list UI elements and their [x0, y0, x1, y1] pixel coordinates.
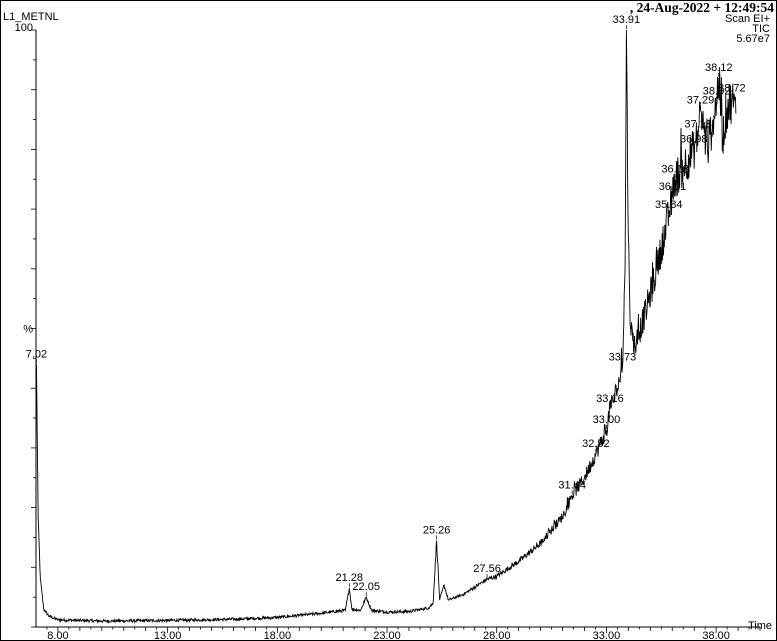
y-tick-label-100: 100: [15, 22, 33, 34]
peak-label: 36.01: [659, 181, 687, 193]
peak-label: 38.12: [705, 62, 733, 74]
peak-label: 36.98: [680, 133, 708, 145]
peak-label: 38.72: [718, 83, 746, 95]
scan-mode: Scan EI+: [725, 13, 770, 25]
peak-label: 25.26: [423, 524, 451, 536]
peak-label: 33.00: [593, 414, 621, 426]
acquisition-datetime: , 24-Aug-2022 + 12:49:54: [630, 0, 774, 15]
x-tick-label: 38.00: [702, 630, 730, 641]
peak-label: 38.02: [703, 86, 731, 98]
peak-label: 21.28: [336, 572, 364, 584]
peak-label: 35.84: [655, 199, 683, 211]
peak-label: 33.73: [609, 351, 637, 363]
tic-label: TIC: [752, 23, 770, 35]
peak-label: 37.18: [684, 118, 712, 130]
peak-label: 22.05: [352, 581, 380, 593]
axes: 100% 8.00 13.00 18.00 23.00 28.00 33.00 38.00 Ti…: [15, 22, 772, 641]
peak-label: 32.52: [582, 438, 610, 450]
peak-label: 27.56: [473, 563, 501, 575]
x-tick-label: 8.00: [47, 630, 68, 641]
x-tick-label: 18.00: [264, 630, 292, 641]
peak-label: 7.02: [26, 348, 47, 360]
y-axis-unit-label: %: [23, 324, 33, 336]
x-tick-label: 13.00: [154, 630, 182, 641]
peak-label: 36.13: [661, 163, 689, 175]
x-tick-label: 28.00: [483, 630, 511, 641]
peak-label: 37.29: [687, 95, 715, 107]
peak-label: 33.16: [596, 393, 624, 405]
x-tick-label: 23.00: [373, 630, 401, 641]
peak-label: 31.44: [558, 480, 586, 492]
max-intensity: 5.67e7: [736, 33, 770, 45]
sample-name: L1_METNL: [3, 11, 59, 23]
x-tick-label: 33.00: [593, 630, 621, 641]
tic-trace: [35, 29, 737, 624]
peak-label: 33.91: [613, 14, 641, 26]
x-axis-label: Time: [748, 620, 772, 632]
